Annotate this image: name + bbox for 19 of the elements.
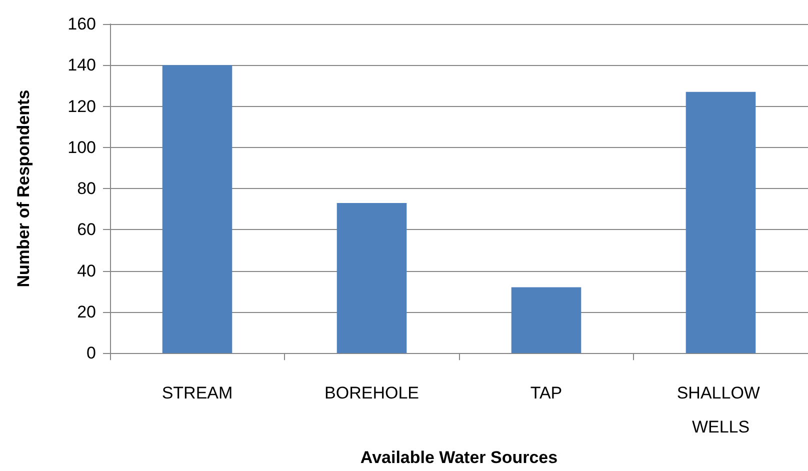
y-tick-label: 120 (68, 96, 96, 116)
y-tick-label: 140 (68, 56, 96, 75)
y-tick-label: 160 (68, 14, 96, 34)
y-tick-label: 20 (77, 302, 96, 322)
y-tick-label: 40 (77, 261, 96, 280)
y-tick-label: 100 (68, 138, 96, 157)
bar (511, 287, 582, 354)
x-tick-label: STREAM (162, 384, 233, 403)
x-tick-label: BOREHOLE (324, 384, 419, 403)
x-tick-label: TAP (530, 384, 562, 403)
y-tick-label: 60 (77, 220, 96, 240)
y-axis-title: Number of Respondents (14, 90, 33, 288)
x-axis-title: Available Water Sources (360, 448, 558, 467)
x-tick-label: SHALLOW WELLS (676, 384, 765, 437)
bar (162, 65, 232, 354)
bar (686, 92, 756, 354)
bar (336, 202, 407, 354)
y-tick-label: 0 (86, 344, 96, 363)
y-tick-label: 80 (77, 179, 96, 198)
